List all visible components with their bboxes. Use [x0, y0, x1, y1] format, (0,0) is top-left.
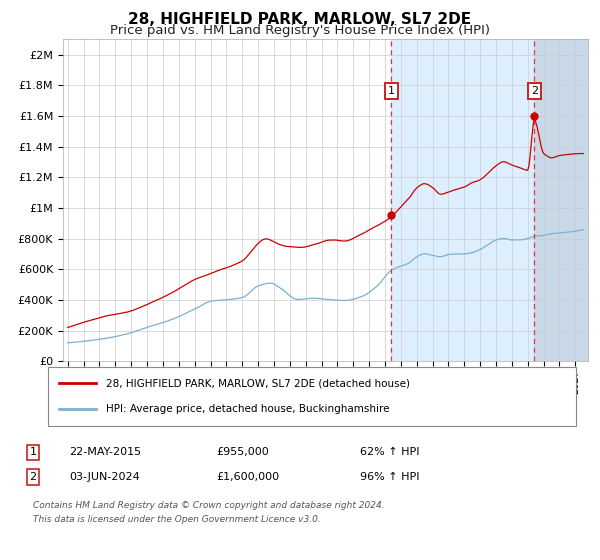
Text: HPI: Average price, detached house, Buckinghamshire: HPI: Average price, detached house, Buck…	[106, 404, 389, 414]
Text: This data is licensed under the Open Government Licence v3.0.: This data is licensed under the Open Gov…	[33, 515, 321, 524]
Text: 2: 2	[29, 472, 37, 482]
Text: Contains HM Land Registry data © Crown copyright and database right 2024.: Contains HM Land Registry data © Crown c…	[33, 501, 385, 510]
Text: 62% ↑ HPI: 62% ↑ HPI	[360, 447, 419, 458]
Bar	[391, 39, 535, 361]
Text: 03-JUN-2024: 03-JUN-2024	[69, 472, 140, 482]
Text: 28, HIGHFIELD PARK, MARLOW, SL7 2DE (detached house): 28, HIGHFIELD PARK, MARLOW, SL7 2DE (det…	[106, 378, 410, 388]
Text: £1,600,000: £1,600,000	[216, 472, 279, 482]
FancyBboxPatch shape	[48, 367, 576, 426]
Text: £955,000: £955,000	[216, 447, 269, 458]
Text: 28, HIGHFIELD PARK, MARLOW, SL7 2DE: 28, HIGHFIELD PARK, MARLOW, SL7 2DE	[128, 12, 472, 27]
Bar	[535, 39, 588, 361]
Text: 1: 1	[388, 86, 395, 96]
Text: 96% ↑ HPI: 96% ↑ HPI	[360, 472, 419, 482]
Text: 1: 1	[29, 447, 37, 458]
Text: Price paid vs. HM Land Registry's House Price Index (HPI): Price paid vs. HM Land Registry's House …	[110, 24, 490, 36]
Text: 2: 2	[531, 86, 538, 96]
Bar	[535, 39, 588, 361]
Text: 22-MAY-2015: 22-MAY-2015	[69, 447, 141, 458]
